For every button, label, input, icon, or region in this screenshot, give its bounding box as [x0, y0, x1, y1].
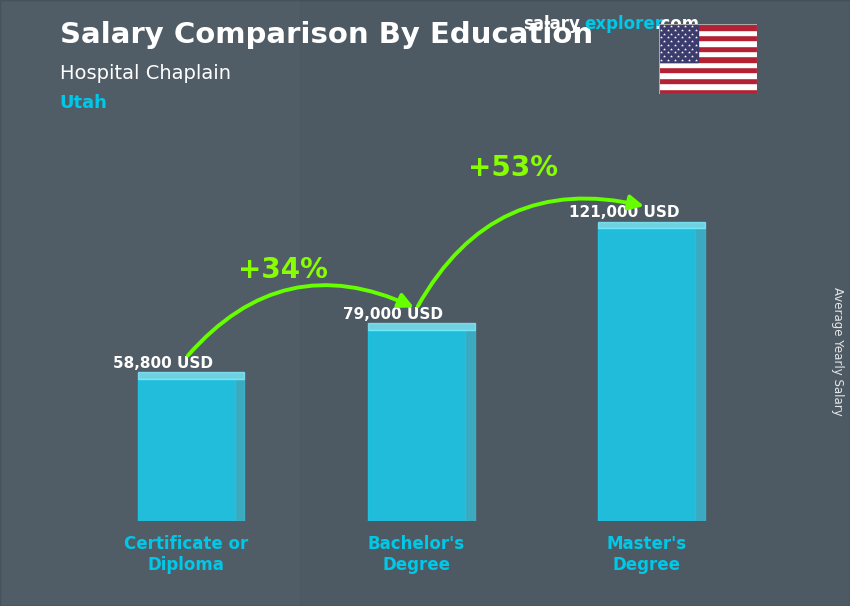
Text: 58,800 USD: 58,800 USD	[113, 356, 213, 371]
Bar	[659, 45, 756, 51]
Bar	[368, 330, 465, 521]
Bar	[138, 379, 235, 521]
Bar	[695, 228, 705, 521]
Bar	[659, 73, 756, 78]
Bar	[659, 67, 756, 73]
Bar	[659, 51, 756, 56]
Bar	[659, 78, 756, 83]
Text: salary: salary	[523, 15, 580, 33]
Bar	[0, 0, 298, 606]
Text: +53%: +53%	[468, 154, 558, 182]
Bar	[598, 222, 705, 228]
Text: 121,000 USD: 121,000 USD	[569, 205, 679, 220]
Bar	[368, 324, 474, 330]
Bar	[659, 24, 756, 30]
Bar	[659, 30, 756, 35]
Bar	[659, 83, 756, 88]
Bar	[659, 62, 756, 67]
Bar	[465, 330, 474, 521]
Text: explorer: explorer	[584, 15, 663, 33]
Text: Average Yearly Salary: Average Yearly Salary	[830, 287, 844, 416]
Bar	[659, 56, 756, 62]
Bar	[659, 88, 756, 94]
Bar	[138, 372, 244, 379]
Bar	[235, 379, 244, 521]
Text: Hospital Chaplain: Hospital Chaplain	[60, 64, 230, 82]
Text: Utah: Utah	[60, 94, 107, 112]
Text: .com: .com	[654, 15, 700, 33]
Bar	[659, 35, 756, 41]
Text: 79,000 USD: 79,000 USD	[343, 307, 444, 322]
Bar	[659, 24, 698, 62]
Bar	[598, 228, 695, 521]
Text: +34%: +34%	[238, 256, 328, 284]
Bar	[659, 41, 756, 45]
Text: Salary Comparison By Education: Salary Comparison By Education	[60, 21, 592, 49]
